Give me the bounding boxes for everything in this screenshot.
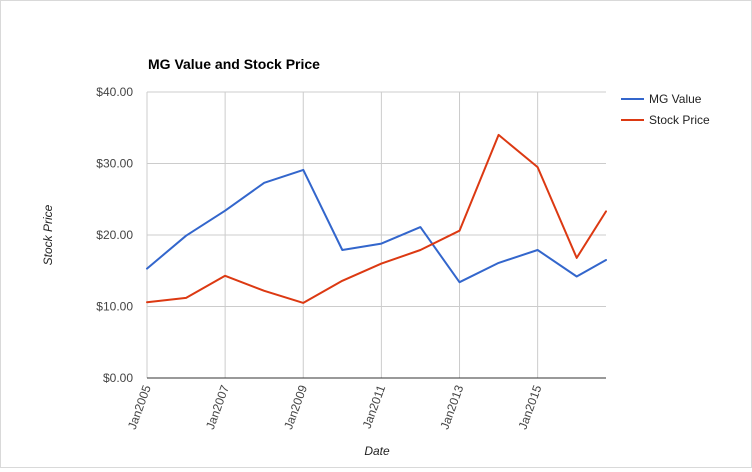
series-lines — [146, 133, 607, 304]
y-tick-label: $0.00 — [103, 371, 133, 385]
x-tick-label: Jan2005 — [125, 383, 154, 431]
legend: MG Value Stock Price — [621, 92, 710, 127]
y-tick-label: $10.00 — [96, 300, 133, 314]
legend-label-mg-value: MG Value — [649, 92, 702, 106]
x-axis-ticks: Jan2005 Jan2007 Jan2009 Jan2011 Jan2013 Jan20… — [125, 383, 545, 431]
legend-label-stock-price: Stock Price — [649, 113, 710, 127]
series-line-mg-value — [146, 168, 607, 284]
series-line-stock-price — [146, 133, 607, 304]
gridlines — [146, 91, 606, 378]
y-tick-label: $20.00 — [96, 228, 133, 242]
x-tick-label: Jan2015 — [516, 383, 545, 431]
y-tick-label: $40.00 — [96, 85, 133, 99]
y-axis-ticks: $0.00 $10.00 $20.00 $30.00 $40.00 — [96, 85, 133, 385]
x-tick-label: Jan2009 — [281, 383, 310, 431]
x-axis-label: Date — [364, 444, 390, 458]
y-tick-label: $30.00 — [96, 157, 133, 171]
y-axis-label: Stock Price — [41, 204, 55, 265]
chart-title: MG Value and Stock Price — [148, 56, 320, 72]
x-tick-label: Jan2013 — [437, 383, 466, 431]
x-tick-label: Jan2011 — [360, 383, 389, 431]
x-tick-label: Jan2007 — [203, 383, 232, 431]
